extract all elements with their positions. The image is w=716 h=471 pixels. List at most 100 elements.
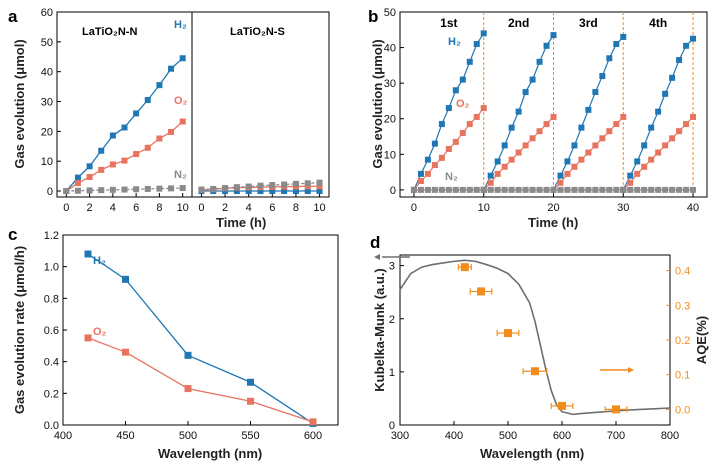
panel-d-y2tick-label: 0.1 (675, 370, 690, 382)
panel-a-series (63, 55, 323, 195)
panel-b-point (550, 186, 557, 193)
panel-b-point (522, 186, 529, 193)
panel-b-point (487, 179, 494, 186)
panel-b-point (599, 135, 606, 142)
panel-b-point (599, 73, 606, 80)
panel-b-yticks: 0 10 20 30 40 50 (384, 7, 404, 197)
panel-b-point (613, 186, 620, 193)
panel-a-point (304, 188, 311, 195)
panel-b-point (424, 156, 431, 163)
panel-b-point (515, 149, 522, 156)
panel-b-cycle-label: 4th (649, 16, 667, 30)
panel-a-point (245, 188, 252, 195)
panel-a-point (156, 135, 163, 142)
panel-b-point (522, 89, 529, 96)
panel-a: a LaTiO₂N-N LaTiO₂N-S H₂ O₂ N₂ Gas evolu… (8, 7, 330, 230)
panel-b-ytick-label: 0 (390, 185, 396, 197)
panel-c-xticks: 400 450 500 550 600 (54, 421, 322, 442)
panel-b-point (571, 142, 578, 149)
panel-d-label: d (370, 233, 380, 252)
panel-a-point (292, 188, 299, 195)
panel-c-point (184, 351, 192, 359)
panel-a-point (144, 97, 151, 104)
panel-a-point (121, 157, 128, 164)
panel-a-left-title: LaTiO₂N-N (82, 26, 137, 38)
panel-b-point (473, 113, 480, 120)
panel-b-point (648, 124, 655, 131)
panel-d-aqe-arrow (600, 367, 634, 373)
panel-c-point (184, 385, 192, 393)
panel-b-point (634, 170, 641, 177)
panel-a-point (74, 187, 81, 194)
panel-c-xtick-label: 550 (241, 430, 259, 442)
panel-b-o2-label: O₂ (456, 98, 470, 110)
panel-c-point (247, 397, 254, 405)
panel-b-point (578, 124, 585, 131)
panel-b-ytick-label: 30 (384, 78, 396, 90)
panel-b-point (564, 170, 571, 177)
panel-b-point (543, 186, 550, 193)
panel-b-point (459, 129, 466, 136)
panel-c-ylabel: Gas evolution rate (μmol/h) (12, 246, 27, 414)
panel-a-xtick-label: 8 (293, 202, 299, 214)
panel-a-xtick-label: 4 (246, 202, 252, 214)
panel-b-series (410, 30, 697, 193)
panel-a-point (144, 144, 151, 151)
panel-b-point (690, 35, 697, 42)
panel-b-point (508, 124, 515, 131)
panel-d-xtick-label: 500 (499, 430, 517, 442)
panel-a-xtick-label: 6 (269, 202, 275, 214)
panel-a-point (281, 188, 288, 195)
panel-c-xtick-label: 600 (304, 430, 322, 442)
panel-b-point (515, 108, 522, 115)
panel-a-point (222, 185, 229, 192)
panel-b-point (480, 186, 487, 193)
panel-b-point (592, 89, 599, 96)
panel-a-point (179, 118, 186, 125)
panel-c-ytick-label: 0.4 (44, 357, 59, 369)
panel-b-point (613, 121, 620, 128)
panel-a-point (281, 181, 288, 188)
panel-a-point (179, 185, 186, 192)
panel-b-point (634, 186, 641, 193)
panel-a-xtick-label: 4 (110, 202, 116, 214)
panel-a-point (257, 188, 264, 195)
panel-b-point (683, 121, 690, 128)
panel-a-point (316, 188, 323, 195)
panel-b-point (431, 186, 438, 193)
panel-a-point (245, 183, 252, 190)
panel-b-point (613, 41, 620, 48)
panel-b-xtick-label: 10 (478, 202, 490, 214)
panel-b-point (452, 87, 459, 94)
panel-a-point (121, 186, 128, 193)
panel-b-point (627, 172, 634, 179)
panel-b-point (501, 186, 508, 193)
panel-b-xtick-label: 0 (411, 202, 417, 214)
panel-d-ytick-label: 0 (389, 420, 395, 432)
panel-a-point (168, 65, 175, 72)
panel-d-xlabel: Wavelength (nm) (480, 446, 584, 461)
panel-b-point (452, 138, 459, 145)
panel-b-point (480, 30, 487, 37)
panel-b-cycle-lines (483, 12, 694, 197)
panel-b-xtick-label: 30 (617, 202, 629, 214)
panel-c-label: c (8, 225, 17, 244)
panel-b-h2-label: H₂ (448, 36, 461, 48)
panel-b-point (508, 186, 515, 193)
panel-b-point (648, 156, 655, 163)
panel-a-point (168, 185, 175, 192)
panel-a-point (98, 166, 105, 173)
panel-b-point (550, 113, 557, 120)
panel-d-xtick-label: 300 (391, 430, 409, 442)
panel-d-km-curve (399, 259, 671, 416)
panel-b-point (655, 108, 662, 115)
panel-b-point (452, 186, 459, 193)
panel-b-point (676, 57, 683, 64)
panel-d-aqe-point (460, 263, 469, 272)
panel-b-point (494, 170, 501, 177)
panel-b-point (473, 186, 480, 193)
panel-b-point (585, 186, 592, 193)
panel-b-point (606, 186, 613, 193)
panel-b-point (494, 186, 501, 193)
panel-c: c Gas evolution rate (μmol/h) Wavelength… (8, 225, 339, 461)
